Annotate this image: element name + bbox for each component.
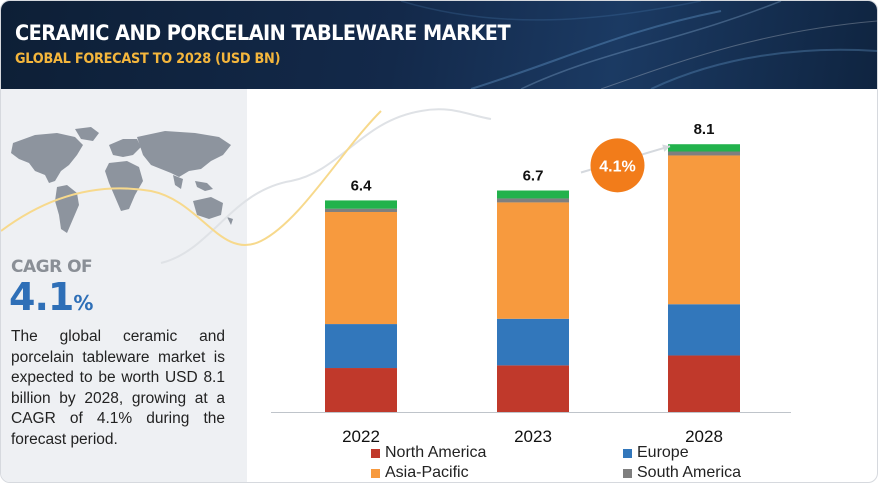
legend-label-asia-pacific: Asia-Pacific — [385, 464, 469, 481]
cagr-badge-label: 4.1% — [599, 158, 635, 175]
cagr-value: 4.1% — [9, 275, 93, 319]
total-label-2022: 6.4 — [351, 177, 373, 194]
legend-swatch-south-america — [623, 469, 632, 478]
decor-swoosh-yellow — [1, 110, 382, 247]
bar-segment-south-america-2022 — [325, 208, 397, 212]
legend-label-south-america: South America — [637, 464, 742, 481]
bar-segment-asia-pacific-2022 — [325, 211, 397, 325]
bars-layer — [271, 144, 791, 413]
decor-swoosh-gray — [160, 108, 492, 264]
x-tick-label-2028: 2028 — [685, 427, 723, 446]
x-tick-label-2022: 2022 — [342, 427, 380, 446]
cagr-unit: % — [73, 291, 93, 315]
bar-segment-asia-pacific-2028 — [668, 155, 740, 305]
bar-segment-europe-2023 — [497, 318, 569, 366]
bar-segment-asia-pacific-2023 — [497, 202, 569, 319]
total-label-2023: 6.7 — [523, 168, 544, 185]
legend-swatch-north-america — [371, 449, 380, 458]
bar-segment-north-america-2028 — [668, 355, 740, 412]
summary-panel: CAGR OF 4.1% The global ceramic and porc… — [1, 89, 247, 482]
cagr-number: 4.1 — [9, 275, 74, 319]
header-banner: CERAMIC AND PORCELAIN TABLEWARE MARKET G… — [1, 1, 877, 89]
chart-subtitle: GLOBAL FORECAST TO 2028 (USD BN) — [15, 51, 281, 67]
chart-title: CERAMIC AND PORCELAIN TABLEWARE MARKET — [15, 21, 511, 45]
bar-segment-middle-east-africa-2023 — [497, 190, 569, 199]
legend-swatch-europe — [623, 449, 632, 458]
light-streaks-decoration — [400, 1, 877, 89]
bar-segment-south-america-2028 — [668, 151, 740, 156]
world-map-icon — [11, 127, 233, 233]
market-description: The global ceramic and porcelain tablewa… — [11, 328, 225, 448]
cagr-badge — [590, 138, 645, 193]
bar-segment-north-america-2023 — [497, 365, 569, 412]
legend-swatch-asia-pacific — [371, 469, 380, 478]
bar-segment-middle-east-africa-2022 — [325, 200, 397, 209]
cagr-label: CAGR OF — [11, 257, 93, 277]
bar-segment-europe-2028 — [668, 304, 740, 356]
bar-segment-europe-2022 — [325, 324, 397, 369]
legend-label-north-america: North America — [385, 444, 487, 461]
bar-segment-south-america-2023 — [497, 198, 569, 203]
annotation-layer: 6.4 2022 6.7 2023 8.1 2028 4.1% — [342, 121, 723, 446]
bar-segment-middle-east-africa-2028 — [668, 144, 740, 152]
growth-arrow-head — [662, 144, 670, 152]
bar-segment-north-america-2022 — [325, 368, 397, 412]
x-tick-label-2023: 2023 — [514, 427, 552, 446]
total-label-2028: 8.1 — [694, 121, 715, 138]
legend-label-europe: Europe — [637, 444, 689, 461]
